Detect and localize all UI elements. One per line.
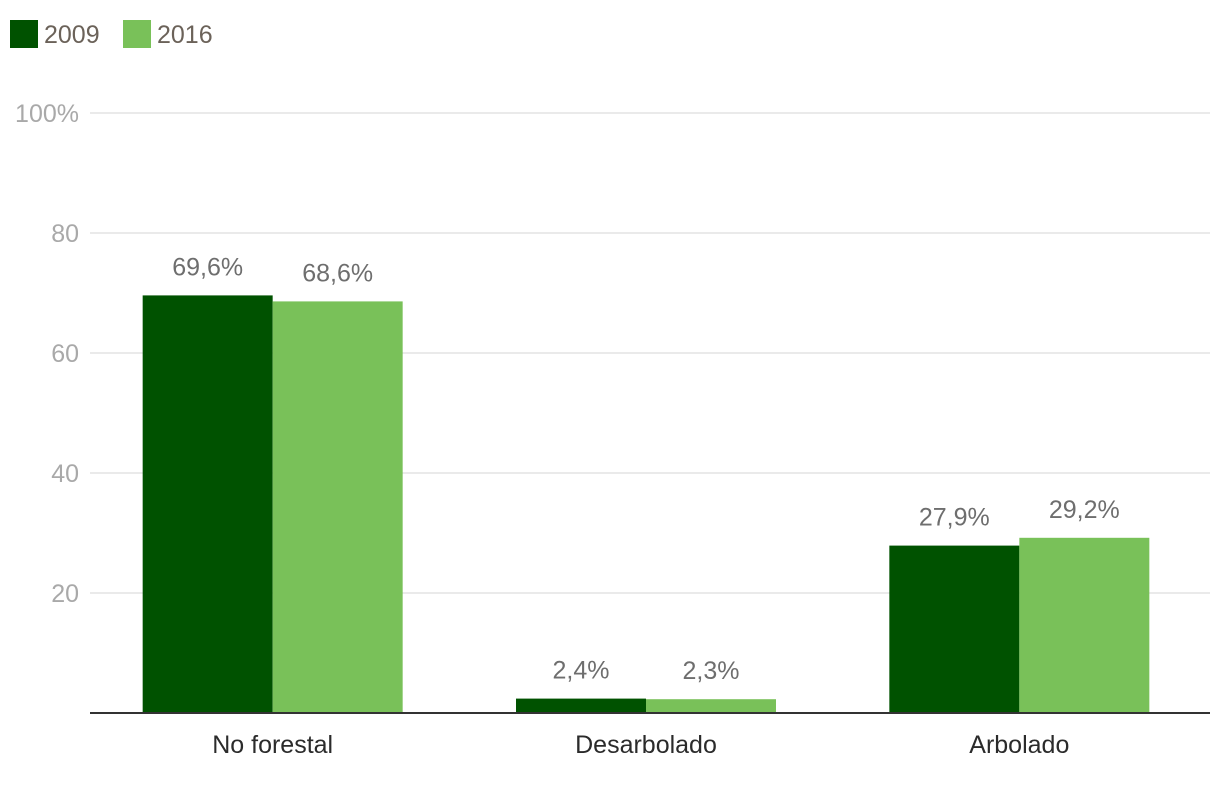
bar-desarbolado-2009 (516, 698, 646, 713)
data-labels: 69,6% 68,6% 2,4% 2,3% 27,9% 29,2% (172, 253, 1120, 685)
x-tick-label-desarbolado: Desarbolado (575, 731, 717, 759)
bar-arbolado-2009 (889, 545, 1020, 713)
y-tick-label-20: 20 (51, 580, 79, 608)
bar-no-forestal-2016 (272, 301, 403, 713)
x-axis: No forestal Desarbolado Arbolado (90, 712, 1210, 759)
x-tick-label-no-forestal: No forestal (212, 731, 333, 759)
legend-swatch-2009 (10, 20, 38, 48)
bars (142, 295, 1150, 713)
bar-no-forestal-2009 (142, 295, 273, 713)
bar-arbolado-2016 (1019, 537, 1150, 713)
y-tick-label-60: 60 (51, 340, 79, 368)
y-tick-label-100: 100% (15, 100, 79, 128)
legend-label-2009: 2009 (44, 21, 100, 49)
data-label-desarbolado-2016: 2,3% (683, 657, 740, 685)
x-tick-label-arbolado: Arbolado (969, 731, 1069, 759)
data-label-arbolado-2016: 29,2% (1049, 496, 1120, 524)
legend-swatch-2016 (123, 20, 151, 48)
data-label-desarbolado-2009: 2,4% (553, 657, 610, 685)
legend: 2009 2016 (10, 20, 213, 49)
y-tick-label-40: 40 (51, 460, 79, 488)
data-label-no-forestal-2016: 68,6% (302, 259, 373, 287)
y-tick-label-80: 80 (51, 220, 79, 248)
bar-desarbolado-2016 (646, 699, 776, 713)
y-axis: 20 40 60 80 100% (15, 100, 79, 608)
data-label-arbolado-2009: 27,9% (919, 504, 990, 532)
data-label-no-forestal-2009: 69,6% (172, 253, 243, 281)
legend-label-2016: 2016 (157, 21, 213, 49)
